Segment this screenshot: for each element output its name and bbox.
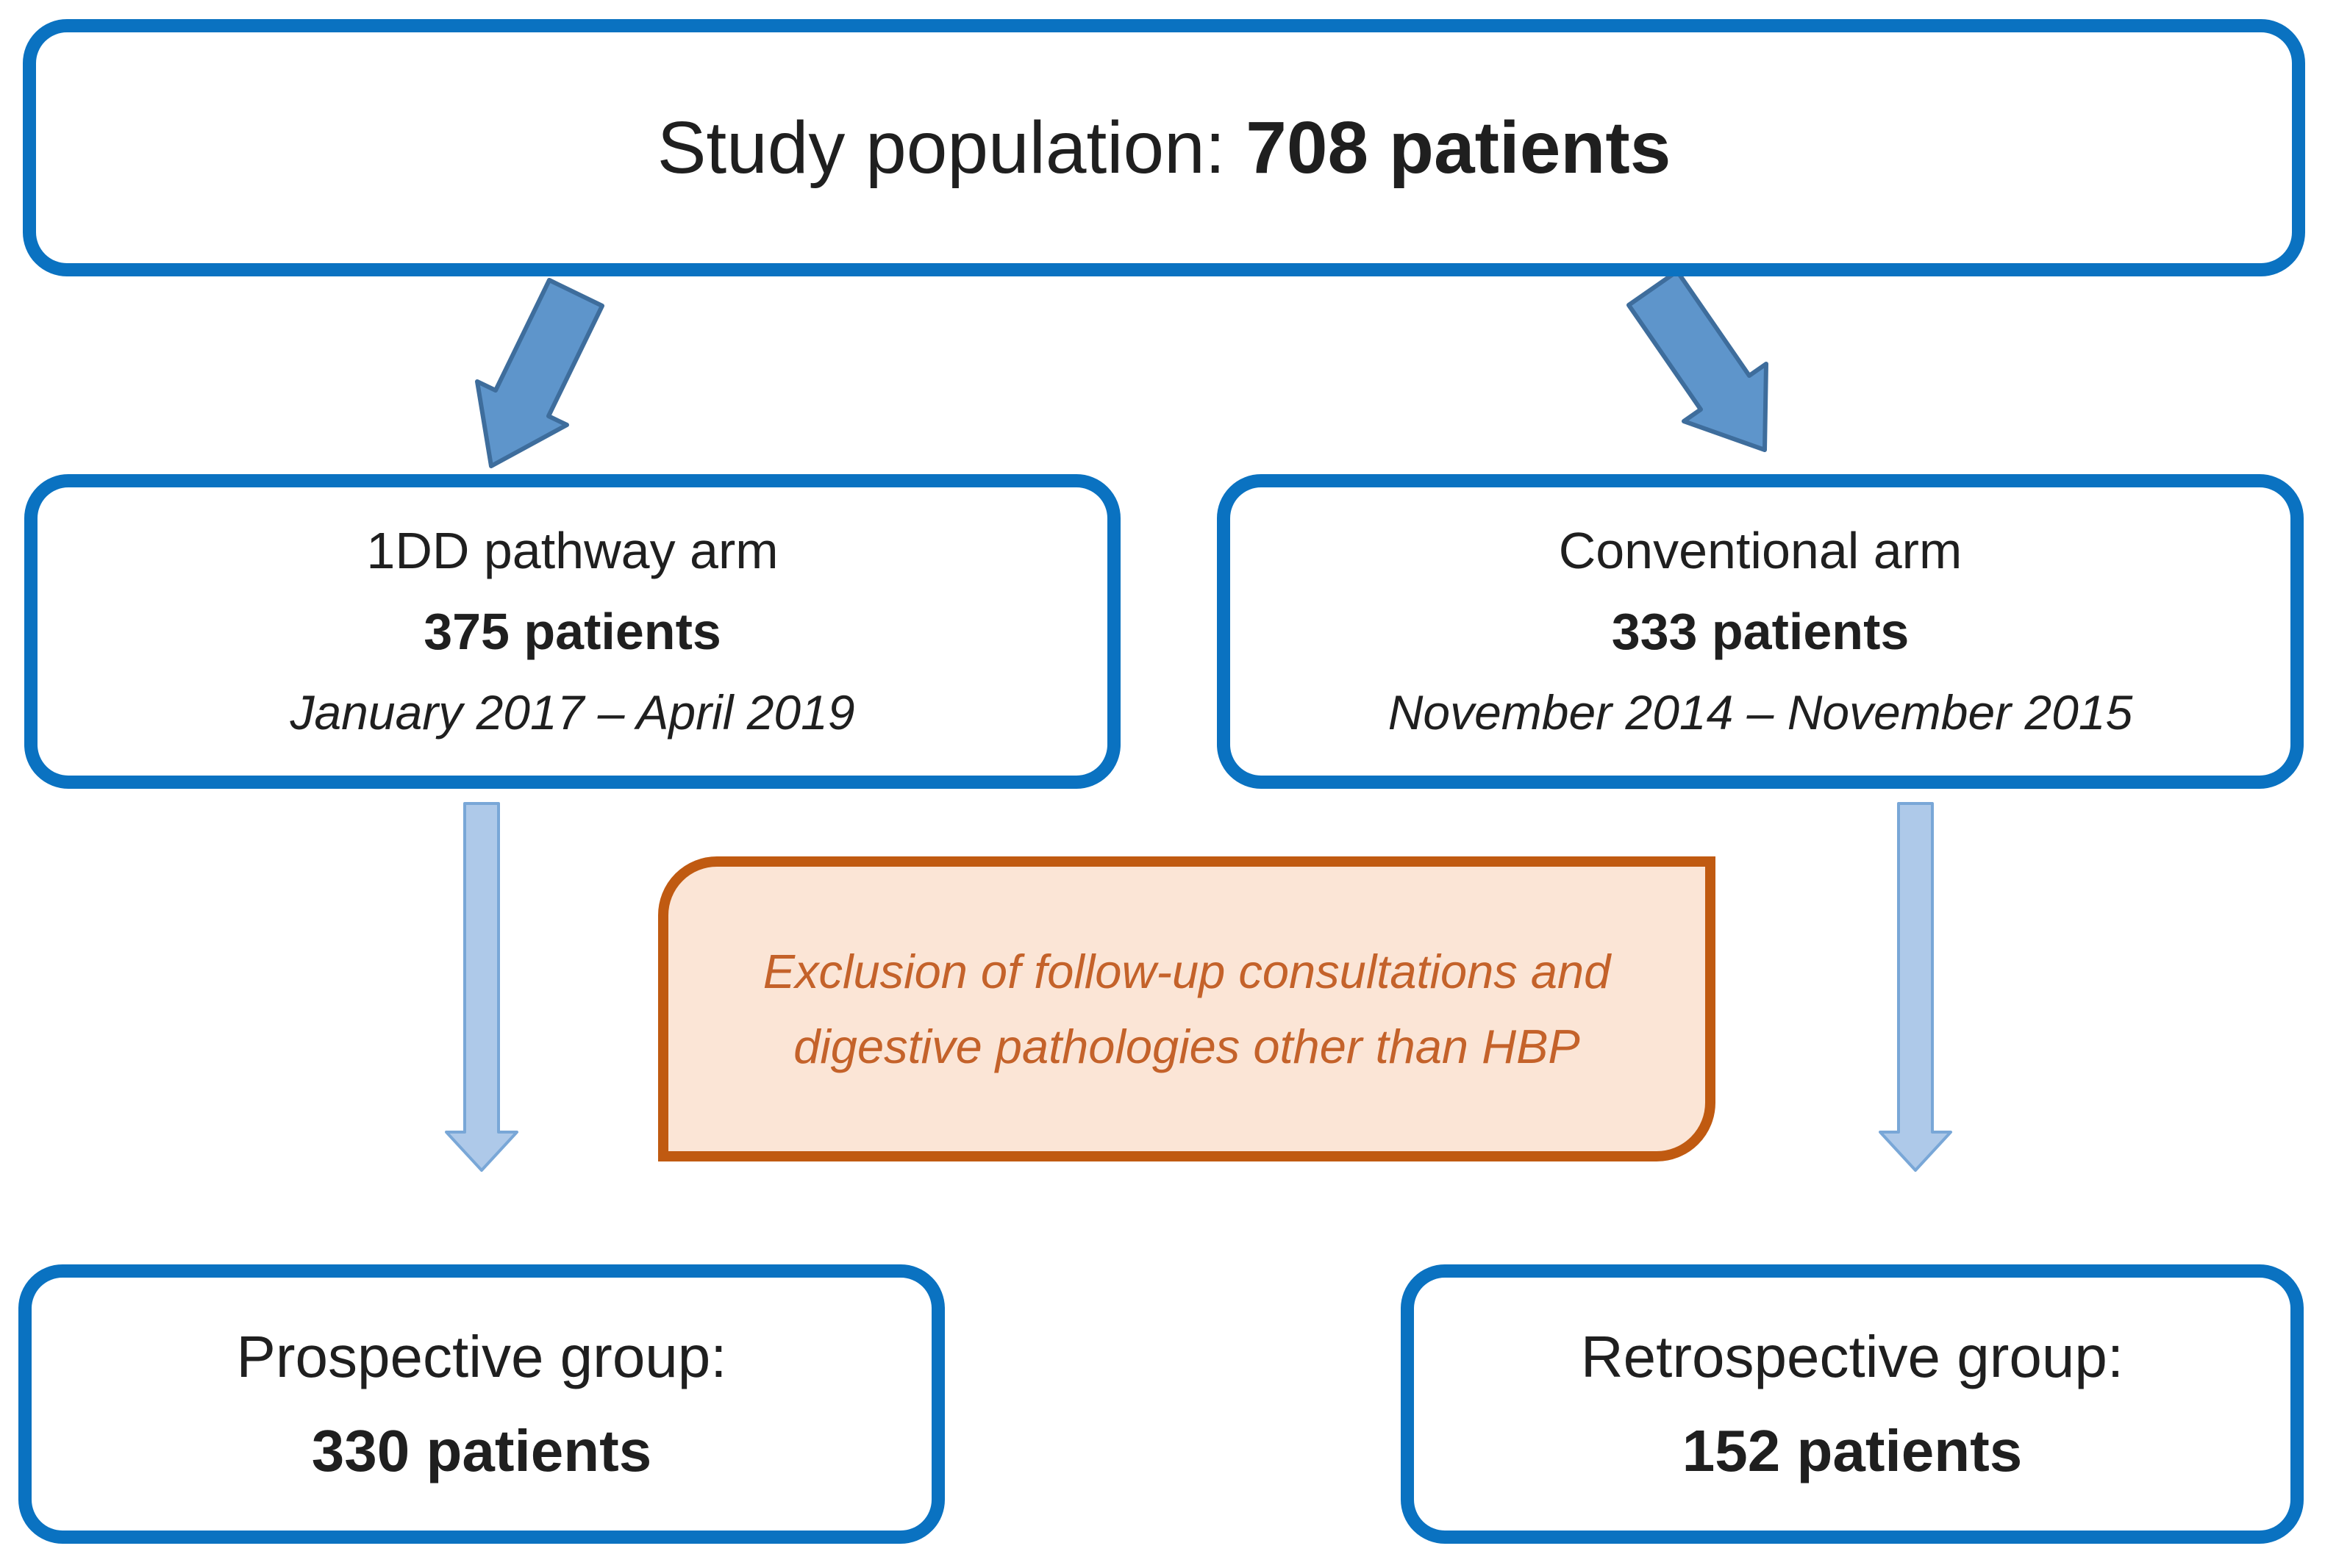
study-population-count: 708 patients (1246, 106, 1671, 189)
prospective-group-title: Prospective group: (236, 1324, 727, 1389)
down-arrow-right-icon (1879, 802, 1952, 1172)
study-population-box: Study population: 708 patients (23, 19, 2305, 276)
pathway-arm-box: 1DD pathway arm 375 patients January 201… (24, 474, 1121, 789)
pathway-arm-period: January 2017 – April 2019 (290, 685, 855, 740)
retrospective-group-box: Retrospective group: 152 patients (1401, 1264, 2304, 1544)
conventional-arm-period: November 2014 – November 2015 (1388, 685, 2133, 740)
exclusion-note-box: Exclusion of follow-up consultations and… (658, 856, 1715, 1161)
conventional-arm-count: 333 patients (1611, 603, 1910, 660)
conventional-arm-title: Conventional arm (1558, 522, 1963, 579)
retrospective-group-title: Retrospective group: (1580, 1324, 2124, 1389)
prospective-group-box: Prospective group: 330 patients (18, 1264, 945, 1544)
pathway-arm-count: 375 patients (424, 603, 721, 660)
down-right-arrow-icon (1626, 269, 1768, 452)
exclusion-note-line2: digestive pathologies other than HBP (793, 1019, 1580, 1073)
study-population-label: Study population: (657, 106, 1246, 189)
pathway-arm-title: 1DD pathway arm (366, 522, 779, 579)
exclusion-note-line1: Exclusion of follow-up consultations and (762, 944, 1611, 998)
retrospective-group-count: 152 patients (1682, 1418, 2023, 1483)
down-arrow-left-icon (445, 802, 518, 1172)
study-population-text: Study population: 708 patients (657, 106, 1671, 190)
down-left-arrow-icon (475, 278, 604, 468)
prospective-group-count: 330 patients (311, 1418, 652, 1483)
conventional-arm-box: Conventional arm 333 patients November 2… (1217, 474, 2304, 789)
